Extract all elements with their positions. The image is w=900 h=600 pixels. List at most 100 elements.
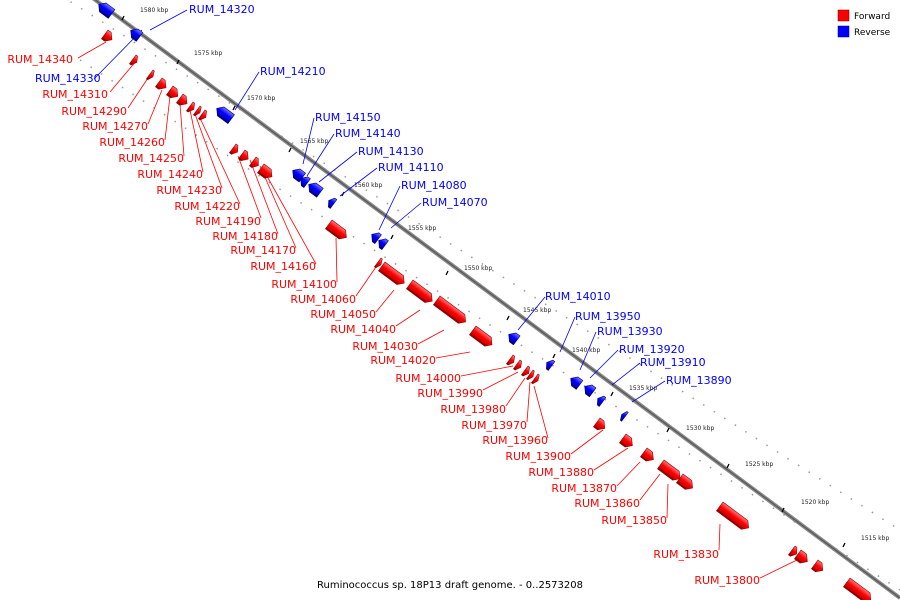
gene-label[interactable]: RUM_13900 <box>505 450 571 463</box>
gene-RUM_13980[interactable] <box>521 365 532 378</box>
gene-label[interactable]: RUM_13930 <box>597 325 663 338</box>
gene-RUM_14270[interactable] <box>155 77 169 92</box>
gene-RUM_13970[interactable] <box>526 369 536 381</box>
gene-RUM_14250[interactable] <box>176 93 190 108</box>
gene-RUM_14060[interactable] <box>374 257 384 269</box>
gene-label[interactable]: RUM_14100 <box>271 278 337 291</box>
gene-label[interactable]: RUM_13920 <box>619 343 685 356</box>
gene-RUM_14000[interactable] <box>506 354 517 367</box>
gene-RUM_13960[interactable] <box>531 373 541 385</box>
gene-RUM_13920[interactable] <box>581 382 597 398</box>
gene-RUM_13890[interactable] <box>618 410 629 422</box>
gene-RUM_14230[interactable] <box>193 105 203 117</box>
gene-label[interactable]: RUM_14080 <box>401 179 467 192</box>
gene-RUM_13900[interactable] <box>593 417 608 433</box>
gene-label[interactable]: RUM_13960 <box>482 434 548 447</box>
gene-RUM_13830[interactable] <box>716 501 751 532</box>
gene-label[interactable]: RUM_14070 <box>422 196 488 209</box>
gene-RUM_14150[interactable] <box>289 166 307 183</box>
gene-label[interactable]: RUM_14170 <box>230 244 296 257</box>
gene-label[interactable]: RUM_14190 <box>195 215 261 228</box>
gene-label[interactable]: RUM_13830 <box>653 548 719 561</box>
gene-RUM_14020[interactable] <box>469 325 495 349</box>
gene-RUM_13950[interactable] <box>543 358 556 371</box>
gene-unlabeled-forward[interactable] <box>811 559 826 575</box>
gene-RUM_14130[interactable] <box>305 180 324 198</box>
gene-label[interactable]: RUM_13870 <box>551 482 617 495</box>
gene-label[interactable]: RUM_13970 <box>461 419 527 432</box>
gene-label[interactable]: RUM_14320 <box>189 3 255 16</box>
gene-label[interactable]: RUM_14050 <box>310 308 376 321</box>
gene-label[interactable]: RUM_13850 <box>601 514 667 527</box>
gene-label[interactable]: RUM_13990 <box>417 387 483 400</box>
gene-label[interactable]: RUM_14020 <box>370 354 436 367</box>
gene-RUM_14070[interactable] <box>375 236 389 251</box>
gene-RUM_14190[interactable] <box>229 143 240 156</box>
gene-RUM_13850[interactable] <box>676 473 695 492</box>
gene-RUM_14030[interactable] <box>433 295 468 326</box>
gene-unlabeled-forward[interactable] <box>843 577 874 600</box>
gene-RUM_14170[interactable] <box>249 156 261 170</box>
gene-RUM_13860-shade <box>657 467 674 480</box>
gene-label[interactable]: RUM_13860 <box>574 497 640 510</box>
gene-RUM_14140-shade <box>301 184 305 188</box>
gene-label[interactable]: RUM_14260 <box>99 136 165 149</box>
gene-label[interactable]: RUM_14160 <box>250 260 316 273</box>
gene-label[interactable]: RUM_14180 <box>212 230 278 243</box>
gene-RUM_14330[interactable] <box>127 26 144 42</box>
gene-label[interactable]: RUM_13880 <box>528 466 594 479</box>
gene-RUM_14290[interactable] <box>146 69 156 81</box>
gene-RUM_14210[interactable] <box>213 104 235 124</box>
gene-RUM_14310[interactable] <box>129 54 140 67</box>
gene-label[interactable]: RUM_14140 <box>335 127 401 140</box>
gene-RUM_14340[interactable] <box>101 29 115 44</box>
gene-RUM_13800[interactable] <box>788 545 799 558</box>
gene-label[interactable]: RUM_13950 <box>575 310 641 323</box>
gene-label[interactable]: RUM_14130 <box>358 145 424 158</box>
gene-RUM_14180[interactable] <box>238 149 251 164</box>
gene-label[interactable]: RUM_14210 <box>260 65 326 78</box>
gene-label[interactable]: RUM_14230 <box>156 184 222 197</box>
gene-label[interactable]: RUM_14290 <box>61 105 127 118</box>
gene-RUM_14080[interactable] <box>368 230 382 245</box>
gene-RUM_14100[interactable] <box>325 219 349 242</box>
inner-dotted-track <box>79 59 900 591</box>
gene-label[interactable]: RUM_14310 <box>42 88 108 101</box>
gene-RUM_14260[interactable] <box>166 85 181 101</box>
gene-label[interactable]: RUM_14150 <box>315 111 381 124</box>
gene-RUM_13880[interactable] <box>619 433 635 450</box>
gene-label[interactable]: RUM_13800 <box>694 574 760 587</box>
gene-label[interactable]: RUM_14330 <box>35 72 101 85</box>
gene-RUM_14010[interactable] <box>505 330 521 346</box>
gene-label[interactable]: RUM_14270 <box>82 120 148 133</box>
gene-RUM_13870[interactable] <box>640 447 656 464</box>
gene-RUM_14050[interactable] <box>378 261 407 288</box>
gene-RUM_14240[interactable] <box>186 101 197 114</box>
gene-label[interactable]: RUM_14220 <box>174 200 240 213</box>
gene-label[interactable]: RUM_14340 <box>7 53 73 66</box>
gene-unlabeled-forward[interactable] <box>794 549 810 566</box>
gene-label[interactable]: RUM_13890 <box>666 374 732 387</box>
gene-RUM_14320[interactable] <box>95 0 116 19</box>
gene-RUM_14220[interactable] <box>198 109 209 122</box>
gene-label[interactable]: RUM_14240 <box>137 168 203 181</box>
gene-label[interactable]: RUM_14250 <box>118 152 184 165</box>
gene-RUM_14040[interactable] <box>406 279 435 306</box>
gene-label[interactable]: RUM_14060 <box>290 293 356 306</box>
gene-label[interactable]: RUM_14040 <box>330 323 396 336</box>
gene-RUM_13910[interactable] <box>594 394 607 407</box>
gene-label[interactable]: RUM_14000 <box>395 372 461 385</box>
gene-RUM_14140[interactable] <box>297 174 311 189</box>
gene-RUM_14160[interactable] <box>257 163 275 181</box>
gene-RUM_13860[interactable] <box>657 459 683 483</box>
gene-RUM_14110[interactable] <box>325 196 338 209</box>
gene-RUM_13990[interactable] <box>513 359 524 372</box>
tick-label: 1525 kbp <box>745 461 773 468</box>
leader-line <box>639 473 661 501</box>
gene-label[interactable]: RUM_13980 <box>440 403 506 416</box>
gene-label[interactable]: RUM_14030 <box>352 340 418 353</box>
gene-RUM_13930[interactable] <box>567 374 584 390</box>
gene-label[interactable]: RUM_14010 <box>545 290 611 303</box>
gene-label[interactable]: RUM_13910 <box>640 356 706 369</box>
gene-label[interactable]: RUM_14110 <box>378 161 444 174</box>
